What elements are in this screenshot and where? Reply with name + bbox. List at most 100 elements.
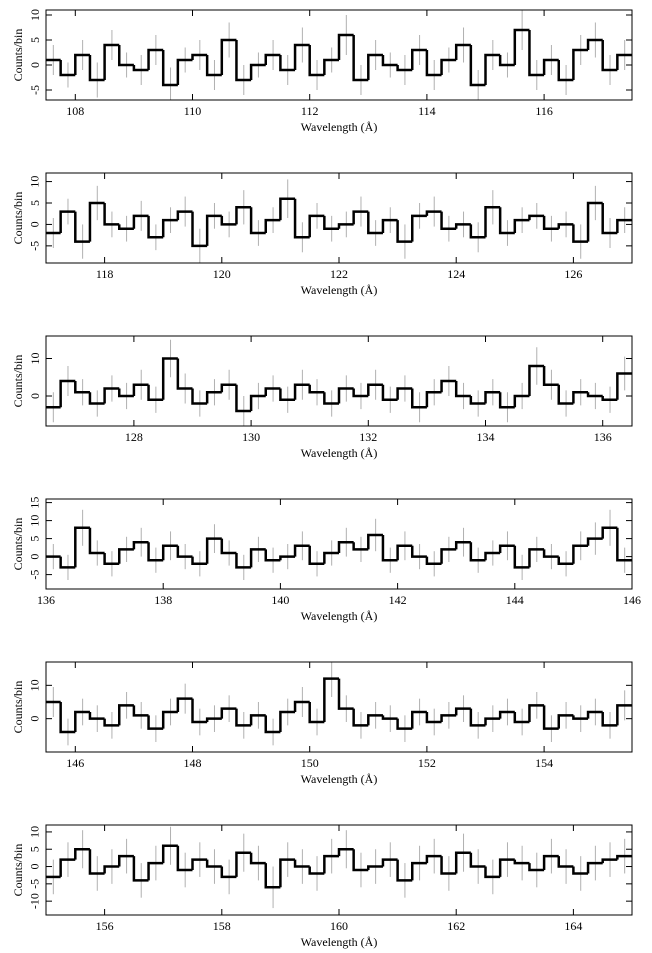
histogram-step [235, 206, 252, 225]
histogram-step [616, 854, 632, 860]
histogram-step [308, 384, 325, 394]
histogram-step [59, 702, 76, 734]
x-tick-label: 154 [535, 756, 553, 770]
histogram-step [205, 859, 222, 868]
x-axis-label: Wavelength (Å) [301, 935, 378, 949]
panel: 128 130 132 134 136 0 10 Wavelength (Å) Counts/b… [11, 335, 633, 460]
histogram-step [425, 712, 442, 724]
histogram-step [542, 854, 559, 870]
histogram-step [308, 702, 325, 724]
histogram-step [191, 858, 208, 870]
y-tick-label: 15 [28, 497, 42, 509]
histogram-step [586, 861, 603, 874]
histogram-step [205, 55, 222, 77]
x-tick-label: 130 [242, 430, 260, 444]
histogram-step [88, 849, 105, 875]
histogram-step [542, 549, 559, 558]
histogram-step [88, 527, 105, 555]
histogram-step [425, 854, 442, 864]
histogram-step [586, 201, 603, 242]
x-tick-label: 116 [535, 104, 553, 118]
histogram-step [118, 224, 134, 230]
y-tick-label: 0 [28, 393, 42, 399]
histogram-step [176, 210, 193, 221]
histogram-step [352, 708, 369, 727]
histogram-step [498, 710, 515, 719]
x-axis-label: Wavelength (Å) [301, 283, 378, 297]
x-tick-label: 152 [418, 756, 436, 770]
x-tick-label: 114 [418, 104, 436, 118]
x-tick-label: 138 [154, 593, 172, 607]
histogram-step [425, 50, 442, 77]
histogram-step [323, 551, 339, 564]
histogram-step [235, 708, 252, 727]
x-axis-label: Wavelength (Å) [301, 446, 378, 460]
histogram-step [411, 214, 427, 242]
histogram-step [572, 544, 589, 564]
histogram-step [557, 556, 574, 566]
histogram-step [513, 28, 530, 65]
y-tick-label: 10 [28, 353, 42, 365]
y-tick-label: -10 [28, 893, 42, 909]
panel: 118 120 122 124 126 -5 0 5 10 Wavelength (Å) Count… [11, 172, 633, 297]
histogram-step [557, 384, 574, 405]
histogram-step [381, 715, 398, 720]
histogram-step [601, 526, 618, 539]
histogram-step [513, 394, 530, 408]
histogram-step [469, 396, 486, 405]
histogram-step [103, 203, 120, 226]
x-tick-label: 142 [389, 593, 407, 607]
histogram-step [586, 537, 603, 546]
histogram-step [454, 707, 471, 716]
histogram-step [498, 207, 515, 235]
y-tick-label: 10 [28, 515, 42, 527]
histogram-step [440, 548, 457, 564]
histogram-step [601, 203, 618, 235]
histogram-step [118, 854, 134, 867]
histogram-step [528, 30, 545, 77]
histogram-step [88, 201, 105, 242]
x-tick-label: 156 [96, 919, 114, 933]
y-tick-label: -5 [28, 570, 42, 580]
histogram-step [103, 865, 120, 874]
histogram-step [176, 58, 193, 85]
histogram-step [367, 533, 383, 550]
histogram-step [220, 707, 237, 719]
x-tick-label: 134 [477, 430, 495, 444]
histogram-step [220, 538, 237, 555]
y-axis-label: Counts/bin [11, 844, 25, 897]
histogram-step [469, 45, 486, 87]
x-tick-label: 120 [213, 267, 231, 281]
histogram-step [572, 391, 589, 404]
histogram-step [147, 384, 164, 401]
histogram-step [161, 544, 178, 561]
x-tick-label: 146 [66, 756, 84, 770]
x-tick-label: 148 [184, 756, 202, 770]
histogram-step [396, 859, 413, 882]
histogram-step [513, 712, 530, 724]
histogram-step [381, 55, 398, 67]
histogram-step [220, 383, 237, 393]
histogram-step [528, 214, 545, 221]
plot-frame [45, 9, 633, 101]
histogram-step [337, 847, 354, 857]
histogram-step [279, 710, 296, 732]
histogram-step [220, 215, 237, 226]
histogram-step [249, 714, 266, 726]
x-tick-label: 118 [96, 267, 114, 281]
y-tick-label: 0 [28, 554, 42, 560]
y-tick-label: 10 [28, 9, 42, 21]
histogram-step [616, 53, 632, 70]
histogram-step [601, 712, 618, 727]
histogram-step [513, 859, 530, 865]
y-axis-label: Counts/bin [11, 355, 25, 408]
histogram-step [498, 392, 515, 409]
x-axis-label: Wavelength (Å) [301, 609, 378, 623]
histogram-step [220, 38, 237, 75]
histogram-step [132, 705, 149, 717]
histogram-step [235, 553, 252, 569]
y-axis-label: Counts/bin [11, 518, 25, 571]
histogram-step [352, 542, 369, 551]
histogram-step [176, 845, 193, 872]
